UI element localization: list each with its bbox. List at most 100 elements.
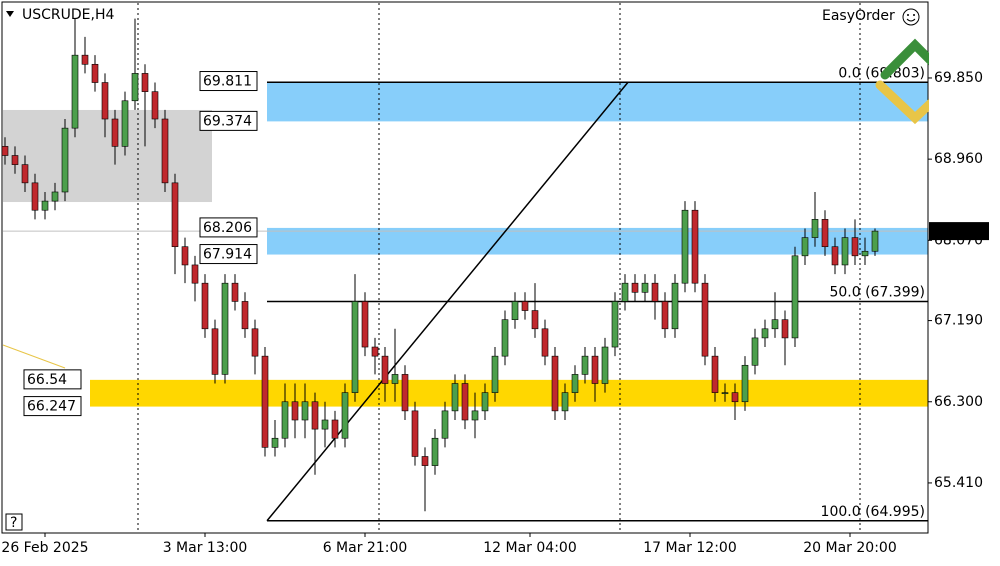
candle-body [261, 355, 269, 448]
candle-body [871, 230, 879, 252]
candle-body [731, 392, 739, 403]
price-label: 69.374 [203, 113, 252, 129]
smiley[interactable] [902, 8, 920, 26]
candle-body [481, 392, 489, 412]
candle-body [191, 264, 199, 284]
candle-body [141, 73, 149, 92]
candle-body [161, 118, 169, 184]
current-price-box [929, 222, 989, 241]
candle-body [441, 410, 449, 439]
candle-body [71, 54, 79, 129]
candle-body [861, 250, 869, 257]
candle-body [341, 392, 349, 439]
candle-body [811, 219, 819, 238]
candle-body [711, 355, 719, 393]
candle-body [561, 392, 569, 412]
candle-body [751, 337, 759, 366]
candle-body [391, 374, 399, 384]
candle-body [351, 301, 359, 393]
x-tick-label: 26 Feb 2025 [1, 540, 88, 556]
candle-body [411, 410, 419, 457]
help-icon[interactable]: ? [10, 515, 17, 531]
candle-body [521, 301, 529, 311]
candle-body [651, 282, 659, 302]
x-tick-label: 17 Mar 12:00 [643, 540, 736, 556]
candle-body [571, 374, 579, 393]
candle-body [671, 282, 679, 330]
candle-body [721, 392, 729, 394]
price-label-box [199, 217, 258, 238]
candle-body [1, 146, 9, 156]
help-button[interactable] [5, 513, 23, 531]
candle-body [111, 118, 119, 147]
candle-body [201, 282, 209, 330]
candle-body [611, 301, 619, 348]
candle-body [401, 374, 409, 412]
price-axis-bg [929, 0, 1000, 562]
candle-body [331, 419, 339, 439]
x-tick-label: 20 Mar 20:00 [803, 540, 896, 556]
current-price-label: 68.171 [934, 223, 983, 239]
candle-body [801, 237, 809, 257]
candle-body [491, 355, 499, 393]
candle-body [471, 410, 479, 421]
candle-body [281, 401, 289, 439]
y-tick-label: 68.960 [934, 151, 983, 167]
candle-body [151, 91, 159, 120]
candle-body [121, 100, 129, 147]
zone [267, 227, 928, 255]
candle-body [361, 301, 369, 348]
price-label-box [199, 244, 258, 265]
candle-body [761, 328, 769, 339]
candle-body [41, 200, 49, 211]
candle-body [461, 383, 469, 421]
candle-body [301, 401, 309, 421]
candle-body [291, 401, 299, 421]
candle-body [241, 301, 249, 330]
candle-body [381, 355, 389, 384]
zone [267, 81, 928, 122]
candle-body [91, 63, 99, 83]
candle-body [661, 301, 669, 330]
candle-body [781, 319, 789, 339]
candle-body [621, 282, 629, 302]
candle-body [691, 209, 699, 284]
fib-label: 50.0 (67.399) [829, 285, 925, 301]
candle-body [701, 282, 709, 357]
x-tick-label: 3 Mar 13:00 [163, 540, 248, 556]
plot-frame [1, 1, 929, 534]
price-label-box [23, 396, 82, 417]
candle-body [31, 182, 39, 211]
candle-body [741, 364, 749, 403]
candle-body [531, 310, 539, 330]
candle-body [501, 319, 509, 357]
candle-body [371, 346, 379, 357]
fib-label: 100.0 (64.995) [821, 504, 925, 520]
symbol-title: USCRUDE,H4 [22, 7, 114, 23]
candle-body [211, 328, 219, 375]
candle-body [271, 437, 279, 448]
candle-body [551, 355, 559, 412]
candle-body [641, 282, 649, 293]
candle-body [591, 355, 599, 384]
candle-body [101, 82, 109, 120]
candle-body [131, 73, 139, 102]
time-axis-bg [0, 534, 929, 562]
candle-body [831, 246, 839, 266]
candle-body [841, 237, 849, 266]
candle-body [631, 282, 639, 293]
plugin-name[interactable]: EasyOrder [822, 8, 895, 24]
candle-body [51, 191, 59, 202]
annotation-line [2, 344, 66, 369]
fib-trendline [266, 81, 629, 522]
candle-body [171, 182, 179, 248]
candle-body [431, 437, 439, 466]
candle-body [221, 282, 229, 375]
price-label: 68.206 [203, 220, 252, 236]
zone [90, 379, 928, 407]
candle-body [421, 456, 429, 466]
price-label: 66.247 [27, 399, 76, 415]
candle-body [851, 237, 859, 257]
price-label-box [199, 71, 258, 92]
menu-arrow[interactable] [6, 11, 14, 17]
